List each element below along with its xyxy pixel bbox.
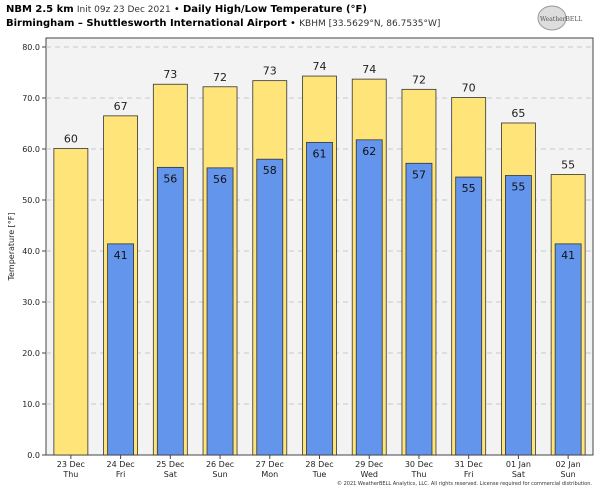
low-bar xyxy=(256,158,284,456)
x-tick-day: Fri xyxy=(464,470,474,479)
x-tick-date: 01 Jan xyxy=(506,460,531,469)
init-time: Init 09z 23 Dec 2021 xyxy=(76,5,171,15)
x-tick-date: 23 Dec xyxy=(57,460,85,469)
x-tick-date: 28 Dec xyxy=(305,460,333,469)
x-tick-day: Thu xyxy=(410,470,426,479)
x-tick-day: Mon xyxy=(261,470,278,479)
x-tick-date: 29 Dec xyxy=(355,460,383,469)
x-tick-day: Tue xyxy=(312,470,327,479)
low-bar xyxy=(505,175,532,456)
separator: • xyxy=(173,4,180,15)
high-value-label: 55 xyxy=(561,159,575,172)
svg-text:WeatherBELL: WeatherBELL xyxy=(540,16,582,23)
low-bar xyxy=(455,176,483,456)
low-value-label: 62 xyxy=(362,145,376,158)
y-tick-label: 50.0 xyxy=(22,196,40,205)
y-axis-label: Temperature [°F] xyxy=(7,212,16,281)
low-value-label: 58 xyxy=(263,164,277,177)
x-tick-date: 27 Dec xyxy=(256,460,284,469)
low-value-label: 41 xyxy=(561,249,575,262)
low-value-label: 55 xyxy=(462,182,476,195)
y-tick-label: 70.0 xyxy=(22,94,40,103)
low-value-label: 55 xyxy=(511,181,525,194)
high-value-label: 74 xyxy=(313,60,327,73)
low-bar xyxy=(206,167,234,456)
copyright-footer: © 2021 WeatherBELL Analytics, LLC. All r… xyxy=(337,481,592,487)
station-meta: KBHM [33.5629°N, 86.7535°W] xyxy=(299,19,441,29)
y-tick-label: 20.0 xyxy=(22,349,40,358)
high-value-label: 70 xyxy=(462,81,476,94)
x-tick-date: 26 Dec xyxy=(206,460,234,469)
x-tick-date: 25 Dec xyxy=(156,460,184,469)
x-tick-day: Sat xyxy=(512,470,525,479)
low-bar xyxy=(156,166,184,456)
x-tick-day: Sun xyxy=(212,470,227,479)
chart-title: Daily High/Low Temperature (°F) xyxy=(182,4,367,15)
y-tick-label: 30.0 xyxy=(22,298,40,307)
high-value-label: 73 xyxy=(263,65,277,78)
low-bar xyxy=(306,141,333,456)
low-value-label: 57 xyxy=(412,168,426,181)
y-tick-label: 0.0 xyxy=(27,451,40,460)
y-tick-label: 40.0 xyxy=(22,247,40,256)
y-tick-label: 10.0 xyxy=(22,400,40,409)
low-value-label: 41 xyxy=(114,249,128,262)
high-value-label: 60 xyxy=(64,132,78,145)
x-tick-day: Fri xyxy=(116,470,126,479)
model-name: NBM 2.5 km xyxy=(6,4,74,15)
high-value-label: 74 xyxy=(362,63,376,76)
high-value-label: 65 xyxy=(511,107,525,120)
low-bar xyxy=(554,243,582,456)
separator: • xyxy=(290,18,296,29)
weatherbell-logo: WeatherBELL xyxy=(537,5,582,31)
header-line-2: Birmingham – Shuttlesworth International… xyxy=(6,18,440,29)
high-value-label: 72 xyxy=(213,71,227,84)
high-bar xyxy=(53,148,89,456)
high-value-label: 73 xyxy=(163,68,177,81)
low-value-label: 56 xyxy=(163,172,177,185)
x-tick-day: Sat xyxy=(164,470,177,479)
high-value-label: 67 xyxy=(114,100,128,113)
y-tick-label: 60.0 xyxy=(22,145,40,154)
low-bar xyxy=(405,162,433,456)
x-tick-date: 02 Jan xyxy=(556,460,581,469)
x-tick-day: Wed xyxy=(361,470,378,479)
low-value-label: 61 xyxy=(313,147,327,160)
low-bar xyxy=(107,243,134,456)
x-tick-day: Thu xyxy=(62,470,78,479)
y-tick-label: 80.0 xyxy=(22,43,40,52)
high-value-label: 72 xyxy=(412,73,426,86)
low-value-label: 56 xyxy=(213,173,227,186)
x-tick-date: 24 Dec xyxy=(106,460,134,469)
x-tick-date: 31 Dec xyxy=(455,460,483,469)
low-bar xyxy=(355,139,383,456)
header-line-1: NBM 2.5 km Init 09z 23 Dec 2021 • Daily … xyxy=(6,4,367,15)
x-tick-date: 30 Dec xyxy=(405,460,433,469)
x-tick-day: Sun xyxy=(561,470,576,479)
station-name: Birmingham – Shuttlesworth International… xyxy=(6,18,287,29)
